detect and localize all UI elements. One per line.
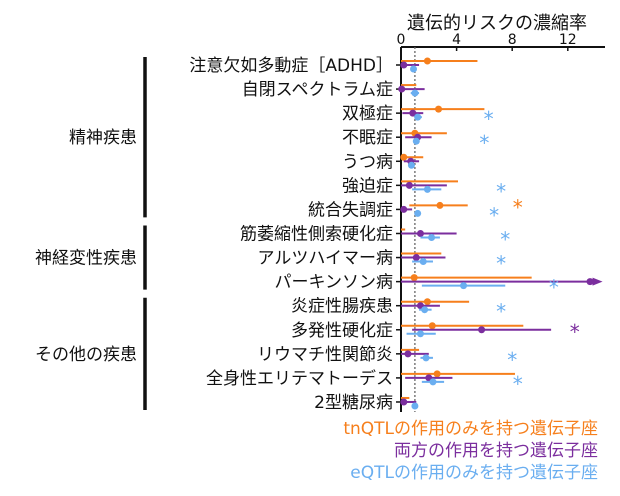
estimate-point-e — [428, 233, 436, 241]
estimate-point-tn — [400, 153, 408, 161]
estimate-point-e — [421, 306, 429, 314]
estimate-point-both — [409, 109, 417, 117]
estimate-point-e — [429, 378, 437, 386]
legend-entry-e: eQTLの作用のみを持つ遺伝子座 — [350, 463, 598, 483]
disease-label: 全身性エリテマトーデス — [206, 368, 393, 389]
significance-star-e: * — [484, 107, 494, 131]
estimate-point-both — [412, 254, 420, 262]
significance-star-e: * — [496, 179, 506, 203]
estimate-point-e — [423, 185, 431, 193]
estimate-point-e — [407, 161, 415, 169]
estimate-point-e — [419, 258, 427, 266]
disease-label: アルツハイマー病 — [258, 249, 394, 269]
estimate-point-e — [414, 209, 422, 217]
chart-title: 遺伝的リスクの濃縮率 — [407, 13, 587, 34]
estimate-point-tn — [428, 322, 436, 330]
plot-marks: **** ******** — [398, 57, 603, 410]
disease-label: 双極症 — [342, 104, 393, 124]
disease-label: 不眠症 — [342, 128, 393, 148]
estimate-point-both — [400, 205, 408, 213]
disease-label: 強迫症 — [342, 176, 393, 196]
disease-label: リウマチ性関節炎 — [257, 345, 393, 365]
significance-star-tn: * — [513, 195, 523, 219]
disease-label: 注意欠如多動症［ADHD］ — [189, 56, 393, 76]
disease-label: 筋萎縮性側索硬化症 — [240, 224, 393, 244]
significance-star-e: * — [479, 131, 489, 155]
significance-star-e: * — [500, 227, 510, 251]
x-tick-label: 4 — [452, 32, 461, 48]
significance-star-e: * — [549, 276, 559, 300]
estimate-point-both — [416, 229, 424, 237]
disease-label: 炎症性腸疾患 — [291, 297, 393, 317]
estimate-point-both — [400, 398, 408, 406]
disease-label: 多発性硬化症 — [291, 321, 393, 341]
estimate-point-e — [411, 402, 419, 410]
significance-star-e: * — [496, 300, 506, 324]
estimate-point-e — [410, 65, 418, 73]
group-label: 神経変性疾患 — [35, 249, 137, 269]
estimate-point-e — [422, 354, 430, 362]
x-tick-label: 0 — [397, 32, 406, 48]
estimate-point-both — [400, 61, 408, 69]
legend-entry-tn: tnQTLの作用のみを持つ遺伝子座 — [343, 419, 598, 439]
x-axis: 0 4 8 12 — [397, 32, 605, 412]
estimate-point-both — [478, 326, 486, 334]
estimate-point-e — [460, 282, 468, 290]
disease-label: うつ病 — [342, 152, 393, 172]
significance-star-e: * — [507, 348, 517, 372]
estimate-point-both — [586, 278, 594, 286]
legend: tnQTLの作用のみを持つ遺伝子座両方の作用を持つ遺伝子座eQTLの作用のみを持… — [343, 419, 598, 483]
group-label: その他の疾患 — [35, 345, 137, 365]
disease-label: 2型糖尿病 — [314, 393, 393, 413]
disease-label: 統合失調症 — [308, 200, 393, 220]
disease-label: パーキンソン病 — [275, 273, 394, 293]
estimate-point-both — [405, 181, 413, 189]
estimate-point-tn — [433, 370, 441, 378]
estimate-point-e — [416, 330, 424, 338]
estimate-point-e — [412, 137, 420, 145]
significance-star-both: * — [570, 320, 580, 344]
estimate-point-tn — [436, 201, 444, 209]
ci-arrow-both — [592, 277, 603, 286]
estimate-point-both — [398, 85, 406, 93]
estimate-point-tn — [410, 274, 418, 282]
x-tick-label: 8 — [508, 32, 517, 48]
disease-label: 自閉スペクトラム症 — [242, 80, 393, 100]
legend-entry-both: 両方の作用を持つ遺伝子座 — [394, 441, 598, 461]
estimate-point-both — [404, 350, 412, 358]
x-tick-label: 12 — [559, 32, 577, 48]
estimate-point-tn — [435, 105, 443, 113]
estimate-point-e — [411, 89, 419, 97]
group-label: 精神疾患 — [69, 128, 137, 148]
disease-labels: 注意欠如多動症［ADHD］ 自閉スペクトラム症双極症不眠症うつ病強迫症統合失調症筋… — [189, 56, 401, 413]
significance-star-e: * — [496, 252, 506, 276]
estimate-point-tn — [423, 57, 431, 65]
estimate-point-e — [414, 113, 422, 121]
estimate-point-tn — [423, 298, 431, 306]
significance-star-e: * — [489, 203, 499, 227]
significance-star-e: * — [513, 372, 523, 396]
